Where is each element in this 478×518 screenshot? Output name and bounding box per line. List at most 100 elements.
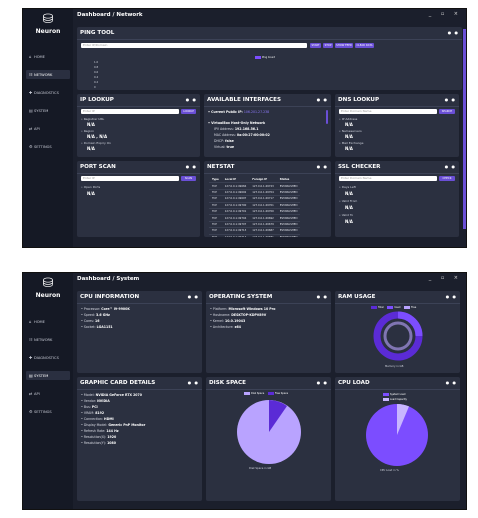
os-architecture: • Architecture: x64 (210, 325, 241, 329)
os-card: OPERATING SYSTEM ● ● • Platform: Microso… (206, 291, 331, 373)
os-kernel: • Kernel: 10.0.19043 (210, 319, 246, 323)
card-controls[interactable]: ● ● (316, 164, 328, 169)
nav-api[interactable]: ⇄ API (29, 391, 40, 396)
card-controls[interactable]: ● ● (187, 380, 199, 385)
card-title: DISK SPACE (209, 380, 246, 386)
ping-y-axis: 1.0 0.8 0.6 0.4 0.2 0 (94, 61, 99, 89)
nav-diagnostics[interactable]: ✚ DIAGNOSTICS (29, 355, 59, 360)
gpu-connection: • Connection: HDMI (81, 417, 114, 421)
table-cell: 127.0.0.1:49701 (252, 203, 274, 207)
ip-lookup-card: IP LOOKUP ● ● Enter IP LOOKUP • Registra… (77, 94, 200, 157)
card-controls[interactable]: ● ● (444, 97, 456, 102)
table-cell: 127.0.0.1:49701 (224, 210, 247, 214)
table-row: TCP 127.0.0.1:49697 127.0.0.1:49717 ESTABLI… (209, 196, 301, 203)
valid-from-label: • Valid From (339, 199, 358, 203)
table-cell: TCP (212, 197, 217, 201)
legend-swatch (255, 56, 261, 59)
card-controls[interactable]: ● ● (445, 380, 457, 385)
ip-input[interactable]: Enter IP (81, 109, 179, 114)
region-value: N/A , N/A (87, 134, 108, 139)
table-cell: 127.0.0.1:49723 (252, 184, 274, 188)
sidebar: ⛁ Neuron ⌂ HOME ☷NETWORK ✚ DIAGNOSTICS ▤SY… (23, 273, 73, 509)
gpu-resolution-y: • Resolution(Y): 1080 (81, 441, 116, 445)
nav-diagnostics[interactable]: ✚ DIAGNOSTICS (29, 90, 59, 95)
nav-network[interactable]: ☷NETWORK (29, 337, 53, 342)
divider (206, 303, 331, 304)
table-cell: 127.0.0.1:49714 (222, 234, 250, 237)
table-cell: ESTABLISHED (279, 197, 298, 201)
dns-ip-label: • IP Address (339, 117, 358, 121)
card-controls[interactable]: ● ● (445, 294, 457, 299)
mac-row: MAC Address: 0a:00:27:00:00:02 (214, 133, 270, 137)
lookup-button[interactable]: LOOKUP (181, 109, 196, 114)
card-title: CPU INFORMATION (80, 294, 140, 300)
card-controls[interactable]: ● ● (187, 294, 199, 299)
card-title: RAM USAGE (338, 294, 376, 300)
table-cell: 127.0.0.1:49692 (224, 190, 247, 194)
nav-settings[interactable]: ⚙SETTINGS (29, 409, 52, 414)
dns-lookup-card: DNS LOOKUP ● ● Enter Domain Name SEARCH … (335, 94, 459, 157)
card-controls[interactable]: ● ● (185, 164, 197, 169)
network-window: ⛁ Neuron ⌂ HOME ☷NETWORK ✚ DIAGNOSTICS ▤SY… (22, 8, 467, 248)
card-controls[interactable]: ● ● (447, 30, 459, 35)
legend-swatch-used (387, 306, 394, 309)
divider (335, 173, 459, 174)
nav-network[interactable]: ☷NETWORK (26, 70, 70, 79)
stop-button[interactable]: STOP (323, 43, 333, 48)
database-icon: ⛁ (42, 276, 54, 291)
nav-system[interactable]: ▤SYSTEM (26, 371, 70, 380)
clear-data-button[interactable]: CLEAR DATA (355, 43, 374, 48)
cpu-info-card: CPU INFORMATION ● ● • Processor: Core™ i… (77, 291, 202, 373)
gpu-vendor: • Vendor: NVIDIA (81, 399, 110, 403)
start-button[interactable]: START (310, 43, 321, 48)
nav-system[interactable]: ▤SYSTEM (29, 108, 49, 113)
card-scrollbar[interactable] (326, 110, 328, 124)
nav-api[interactable]: ⇄ API (29, 126, 40, 131)
cpu-processor: • Processor: Core™ i9-9900K (81, 307, 130, 311)
nav-settings[interactable]: ⚙SETTINGS (29, 144, 52, 149)
scan-button[interactable]: SCAN (181, 176, 196, 181)
table-row: TCP 127.0.0.1:49713 127.0.0.1:49687 ESTABLI… (209, 228, 301, 235)
ipv-row: IPV Address: 192.168.56.1 (214, 127, 259, 131)
dns-search-button[interactable]: SEARCH (439, 109, 455, 114)
dns-input[interactable]: Enter Domain Name (339, 109, 437, 114)
window-controls[interactable]: _ ▫ × (428, 11, 462, 17)
nav-home[interactable]: ⌂ HOME (29, 319, 45, 324)
card-controls[interactable]: ● ● (444, 164, 456, 169)
card-controls[interactable]: ● ● (185, 97, 197, 102)
table-cell: TCP (212, 184, 217, 188)
cpu-load-legend: System Load Load Capacity (383, 392, 407, 402)
show-feed-button[interactable]: SHOW FEED (335, 43, 353, 48)
card-controls[interactable]: ● ● (316, 294, 328, 299)
ssl-input[interactable]: Enter Domain Name (339, 176, 437, 181)
os-hostname: • Hostname: DESKTOP-KDPV89V (210, 313, 267, 317)
port-scan-card: PORT SCAN ● ● Enter IP SCAN • Open Ports… (77, 161, 200, 237)
card-controls[interactable]: ● ● (316, 97, 328, 102)
adapter-name: • VirtualBox Host-Only Network (208, 121, 266, 125)
disk-space-card: DISK SPACE ● ● Disk Space Free Space Dis… (206, 377, 331, 501)
disk-legend: Disk Space Free Space (244, 392, 288, 395)
table-cell: 127.0.0.1:49704 (224, 216, 247, 220)
port-scan-input[interactable]: Enter IP (81, 176, 179, 181)
table-cell: 127.0.0.1:49687 (252, 229, 274, 233)
card-controls[interactable]: ● ● (316, 380, 328, 385)
gpu-resolution-x: • Resolution(X): 1920 (81, 435, 117, 439)
divider (335, 303, 460, 304)
system-icon: ▤ (29, 108, 33, 113)
legend-swatch-capacity (383, 398, 389, 401)
nameservers-value: N/A (345, 134, 353, 139)
api-icon: ⇄ (29, 391, 33, 396)
table-cell: TCP (212, 222, 217, 226)
window-controls[interactable]: _ ▫ × (428, 275, 462, 281)
ssl-check-button[interactable]: CHECK (439, 176, 455, 181)
card-title: SSL CHECKER (338, 164, 381, 170)
domain-expiry-value: N/A (87, 146, 95, 151)
open-ports-value: N/A (87, 191, 95, 196)
scrollbar[interactable] (463, 29, 466, 229)
ping-input[interactable]: Enter IP/Domain (81, 43, 307, 48)
ping-tool-card: PING TOOL ● ● Enter IP/Domain START STOP… (77, 27, 462, 90)
gpu-display-model: • Display Model: Generic PnP Monitor (81, 423, 146, 427)
gpu-bus: • Bus: PCI (81, 405, 98, 409)
nav-home[interactable]: ⌂ HOME (29, 54, 45, 59)
divider (77, 303, 202, 304)
